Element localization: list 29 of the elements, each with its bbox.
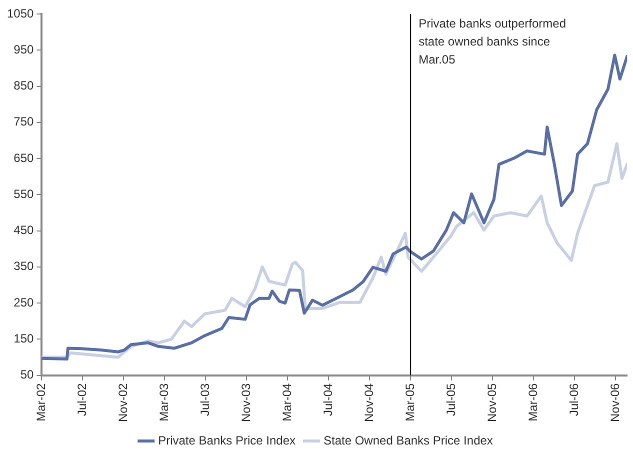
x-tick-label: Nov-06 bbox=[608, 382, 622, 422]
x-tick-label: Nov-05 bbox=[484, 382, 499, 422]
y-tick-label: 350 bbox=[14, 259, 34, 274]
x-tick-label: Jul-04 bbox=[320, 382, 335, 416]
y-tick-label: 50 bbox=[20, 368, 34, 382]
y-tick-label: 550 bbox=[14, 186, 34, 201]
x-tick-label: Mar-02 bbox=[34, 382, 48, 422]
y-tick-label: 850 bbox=[14, 78, 34, 93]
x-tick-label: Nov-04 bbox=[362, 382, 376, 422]
x-tick-label: Jul-02 bbox=[74, 382, 89, 416]
x-tick-label: Jul-05 bbox=[444, 382, 458, 416]
x-tick-label: Jul-06 bbox=[566, 382, 581, 416]
x-tick-label: Mar-05 bbox=[402, 382, 417, 422]
y-tick-label: 950 bbox=[14, 42, 34, 56]
x-tick-label: Mar-04 bbox=[280, 382, 294, 422]
y-tick-label: 650 bbox=[14, 150, 34, 165]
x-tick-label: Jul-03 bbox=[198, 382, 212, 416]
x-tick-label: Nov-02 bbox=[116, 382, 130, 422]
y-tick-label: 450 bbox=[14, 223, 34, 238]
y-tick-label: 1050 bbox=[6, 6, 34, 20]
x-tick-label: Nov-03 bbox=[238, 382, 253, 422]
y-tick-label: 250 bbox=[14, 295, 34, 310]
x-tick-label: Mar-03 bbox=[156, 382, 171, 422]
legend-label: Private Banks Price Index bbox=[158, 433, 296, 448]
y-tick-label: 150 bbox=[14, 331, 34, 346]
x-tick-label: Mar-06 bbox=[526, 382, 540, 422]
legend-label: State Owned Banks Price Index bbox=[323, 433, 493, 448]
ref-line-label: Private banks outperformed state owned banks since Mar.05 bbox=[418, 16, 566, 66]
y-tick-label: 750 bbox=[14, 114, 34, 129]
